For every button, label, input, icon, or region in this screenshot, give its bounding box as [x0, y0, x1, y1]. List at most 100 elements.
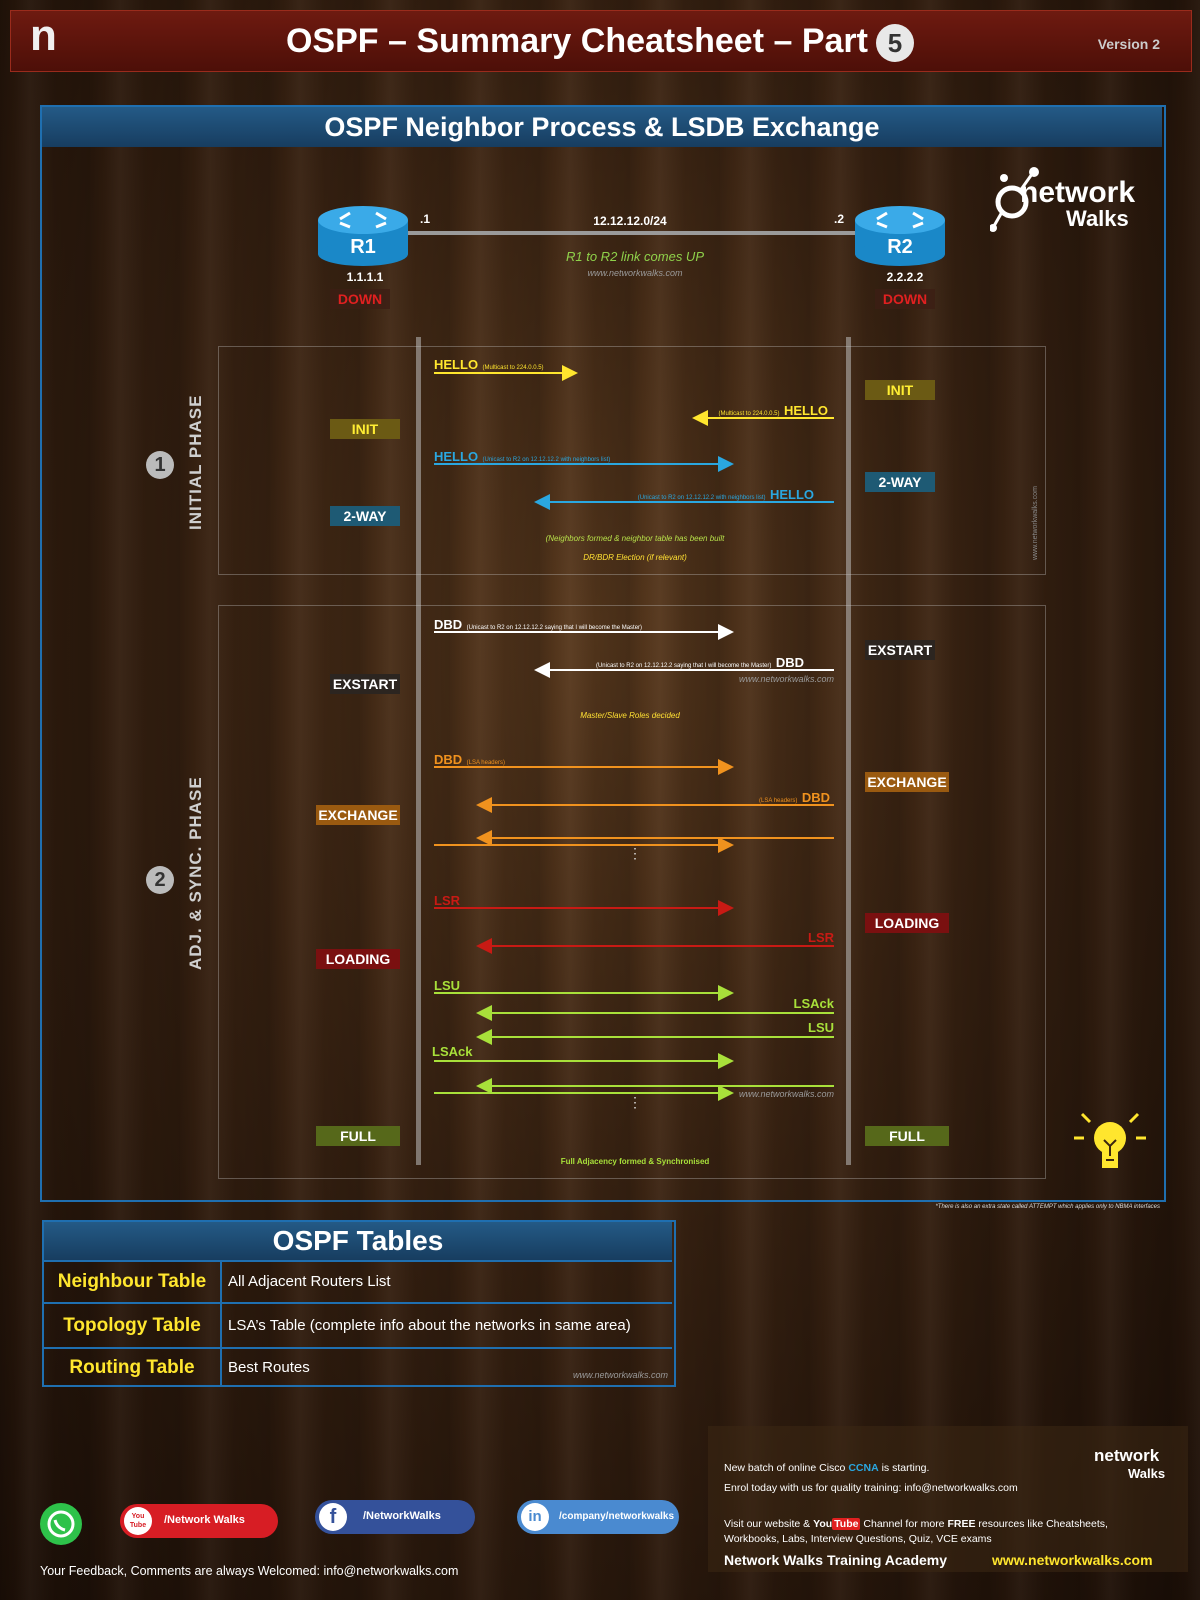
linkedin-link[interactable]: in /company/networkwalks [517, 1500, 679, 1534]
r1-router-id: 1.1.1.1 [346, 270, 384, 284]
r1-state-loading: LOADING [316, 949, 400, 969]
r2-state-loading: LOADING [865, 913, 949, 933]
lsu-2-label: LSU [808, 1020, 834, 1035]
youtube-icon: Tube [832, 1518, 861, 1530]
r2-interface: .2 [834, 212, 845, 226]
page-title-text: OSPF – Summary Cheatsheet – Part [285, 22, 868, 60]
r2-state-init: INIT [865, 380, 935, 400]
hello-1-type: HELLO [434, 357, 479, 372]
r2-state-exstart: EXSTART [865, 640, 935, 660]
initial-phase-box [218, 346, 1046, 575]
r2-state-down: DOWN [875, 289, 935, 309]
promo-free: FREE [947, 1518, 976, 1530]
dbd-1-label: DBD (Unicast to R2 on 12.12.12.2 saying … [434, 616, 642, 634]
facebook-link[interactable]: f /NetworkWalks [315, 1500, 475, 1534]
hello-2-type: HELLO [783, 403, 828, 418]
dbd-4-note: (LSA headers) [759, 798, 798, 804]
lsack-1-label: LSAck [793, 996, 834, 1011]
table-desc: Best Routes [228, 1359, 310, 1376]
promo-line-1-post: is starting. [878, 1462, 930, 1474]
hello-3-type: HELLO [434, 449, 479, 464]
feedback-line: Your Feedback, Comments are always Welco… [40, 1564, 459, 1578]
hello-1-note: (Multicast to 224.0.0.5) [482, 365, 544, 371]
r1-state-2way: 2-WAY [330, 506, 400, 526]
whatsapp-glyph-icon [47, 1510, 75, 1538]
logo-text-network: network [1020, 176, 1136, 209]
r1-state-init: INIT [330, 419, 400, 439]
networkwalks-logo: network Walks [990, 166, 1150, 236]
logo-text-walks: Walks [1066, 206, 1129, 231]
subnet-label: 12.12.12.0/24 [593, 214, 667, 228]
r2-router-id: 2.2.2.2 [886, 270, 924, 284]
promo-line-1: New batch of online Cisco CCNA is starti… [724, 1462, 929, 1474]
lsr-2-label: LSR [808, 930, 834, 945]
lsu-watermark: www.networkwalks.com [738, 1089, 834, 1099]
page-title: OSPF – Summary Cheatsheet – Part 5 [0, 22, 1200, 63]
table-row: Neighbour Table All Adjacent Routers Lis… [44, 1260, 672, 1302]
promo-line-3-mid: Channel for more [860, 1518, 948, 1530]
lsu-1-label: LSU [434, 978, 460, 993]
attempt-state-note: *There is also an extra state called ATT… [935, 1204, 1160, 1210]
tables-watermark: www.networkwalks.com [572, 1370, 668, 1380]
dbd-4-type: DBD [801, 790, 830, 805]
youtube-logo-icon: You Tube [124, 1507, 152, 1535]
whatsapp-icon[interactable] [40, 1503, 82, 1545]
phase2-label: ADJ. & SYNC. PHASE [186, 776, 205, 970]
facebook-logo-icon: f [319, 1503, 347, 1531]
table-name: Routing Table [44, 1349, 222, 1386]
phase1-number: 1 [146, 451, 174, 479]
hello-2-note: (Multicast to 224.0.0.5) [718, 411, 780, 417]
topology-watermark: www.networkwalks.com [587, 268, 683, 278]
table-row: Routing Table Best Routes [44, 1347, 672, 1386]
r1-state-exstart: EXSTART [330, 674, 400, 694]
dbd-2-type: DBD [775, 655, 804, 670]
r1-state-down: DOWN [330, 289, 390, 309]
table-name: Neighbour Table [44, 1262, 222, 1302]
version-label: Version 2 [1097, 36, 1160, 52]
r1-state-full: FULL [316, 1126, 400, 1146]
website-link[interactable]: www.networkwalks.com [992, 1552, 1153, 1568]
router-r1-name: R1 [350, 236, 376, 258]
promo-line-3-post: resources like Cheatsheets, [975, 1518, 1108, 1530]
dbd-1-type: DBD [434, 617, 463, 632]
promo-line-3: Visit our website & You Tube Channel for … [724, 1518, 1108, 1530]
dbd-2-label: (Unicast to R2 on 12.12.12.2 saying that… [544, 654, 804, 672]
dbd-4-label: (LSA headers) DBD [700, 789, 830, 807]
table-row: Topology Table LSA’s Table (complete inf… [44, 1302, 672, 1348]
linkedin-handle: /company/networkwalks [559, 1511, 675, 1522]
header-bar [10, 10, 1192, 72]
promo-logo-walks: Walks [1128, 1466, 1166, 1481]
promo-line-2: Enrol today with us for quality training… [724, 1482, 1018, 1494]
promo-logo-network: network [1094, 1446, 1160, 1465]
router-r2-icon: R2 [855, 206, 945, 266]
academy-name: Network Walks Training Academy [724, 1552, 948, 1568]
dr-bdr-note: DR/BDR Election (if relevant) [583, 553, 687, 562]
section-title: OSPF Neighbor Process & LSDB Exchange [42, 107, 1162, 147]
dbd-3-type: DBD [434, 752, 463, 767]
link-up-message: R1 to R2 link comes UP [566, 249, 704, 264]
promo-line-4: Workbooks, Labs, Interview Questions, Qu… [724, 1533, 992, 1545]
full-adjacency-note: Full Adjacency formed & Synchronised [560, 1157, 710, 1166]
diagram-frame [40, 105, 1166, 1202]
brand-logo-letter: n [30, 11, 57, 60]
hello-3-note: (Unicast to R2 on 12.12.12.2 with neighb… [482, 457, 611, 463]
lsr-1-label: LSR [434, 893, 460, 908]
lsack-2-label: LSAck [432, 1044, 473, 1059]
message-arrows [434, 365, 834, 1101]
youtube-handle: /Network Walks [164, 1514, 245, 1526]
hello-2-label: (Multicast to 224.0.0.5) HELLO [698, 402, 828, 420]
table-desc: All Adjacent Routers List [228, 1273, 391, 1290]
dbd-3-label: DBD (LSA headers) [434, 751, 505, 769]
promo-line-3-pre: Visit our website & [724, 1518, 814, 1530]
promo-you: You [813, 1518, 833, 1530]
r1-timeline [416, 337, 421, 1165]
youtube-link[interactable]: You Tube /Network Walks [120, 1504, 278, 1538]
phase2-number: 2 [146, 866, 174, 894]
hello-4-label: (Unicast to R2 on 12.12.12.2 with neighb… [604, 486, 814, 504]
topology-svg: R1 R2 [318, 206, 945, 266]
dbd-2-note: (Unicast to R2 on 12.12.12.2 saying that… [595, 663, 772, 669]
table-name: Topology Table [44, 1304, 222, 1348]
lightbulb-icon [1074, 1112, 1146, 1168]
part-number-badge: 5 [876, 24, 914, 63]
r2-state-2way: 2-WAY [865, 472, 935, 492]
